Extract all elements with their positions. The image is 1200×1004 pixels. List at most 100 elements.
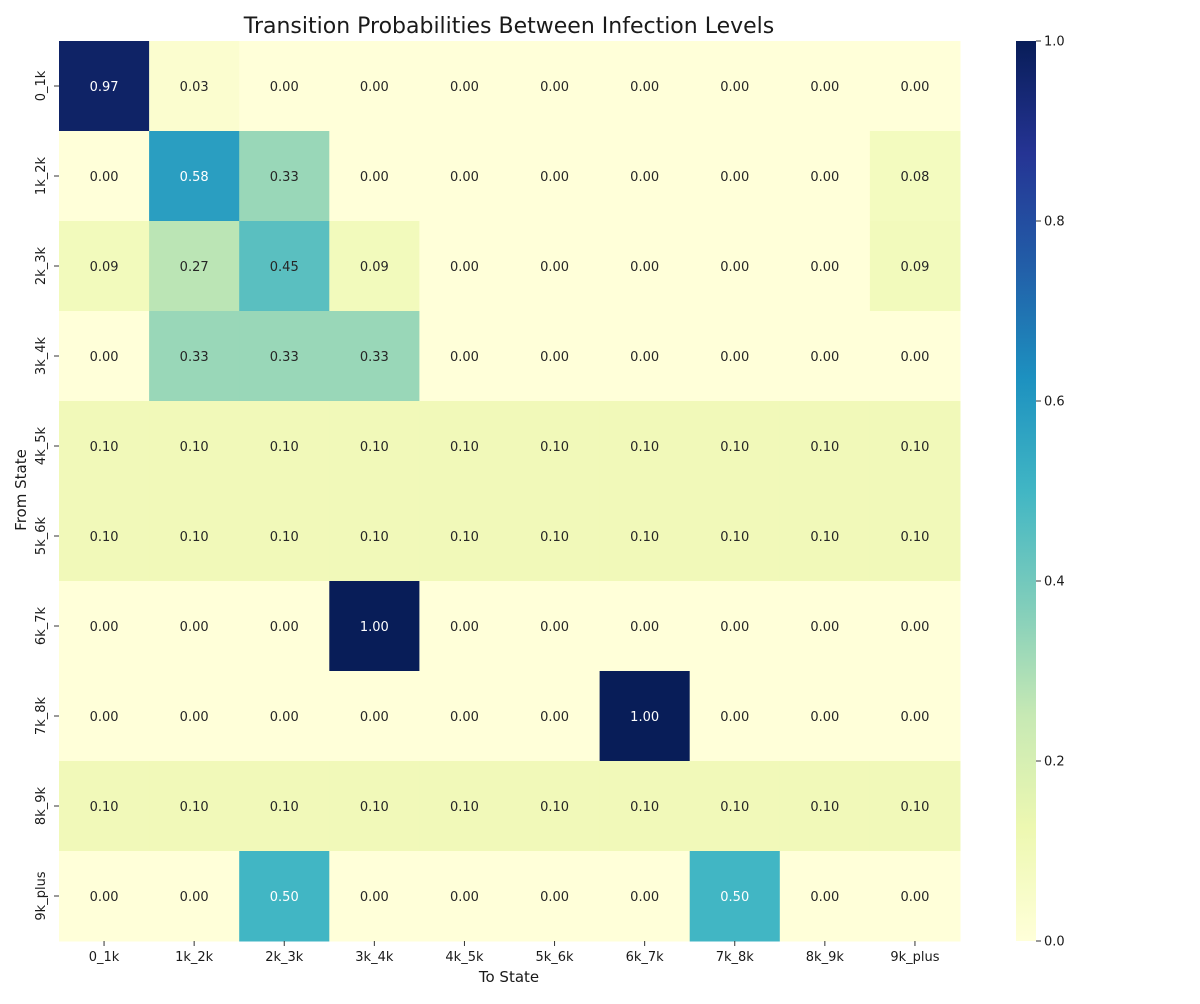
heatmap-cell [599,401,691,492]
cell-value-label: 0.00 [900,710,929,725]
cell-value-label: 0.00 [900,620,929,635]
cell-value-label: 0.33 [270,170,299,185]
x-tick-label: 2k_3k [265,950,304,965]
cell-value-label: 0.00 [90,710,119,725]
cell-value-label: 0.00 [720,620,749,635]
colorbar-gradient [1016,41,1036,941]
y-tick-label: 8k_9k [34,786,49,825]
heatmap-cell [599,761,691,852]
cell-value-label: 0.00 [360,80,389,95]
heatmap-cell [329,851,420,942]
cell-value-label: 0.00 [360,710,389,725]
x-tick-label: 8k_9k [806,950,845,965]
heatmap-cell [509,851,601,942]
x-axis-label: To State [478,968,539,986]
cell-value-label: 0.00 [450,260,479,275]
colorbar-tick-label: 1.0 [1044,35,1065,50]
cell-value-label: 0.00 [540,620,569,635]
y-tick-label: 1k_2k [34,156,49,195]
heatmap-cell [869,311,961,402]
y-tick-label: 5k_6k [34,516,49,555]
heatmap-cell [329,671,420,762]
cell-value-label: 0.00 [540,890,569,905]
cell-value-label: 0.10 [180,530,209,545]
heatmap-cell [599,131,691,222]
heatmap-cell [689,311,781,402]
heatmap-cell [509,41,601,132]
heatmap-cell [599,311,691,402]
heatmap-cell [869,401,961,492]
heatmap-cell [689,671,781,762]
heatmap-cell [869,851,961,942]
cell-value-label: 0.00 [450,710,479,725]
heatmap-cell [419,851,510,942]
cell-value-label: 0.00 [720,710,749,725]
y-tick-label: 6k_7k [34,606,49,645]
cell-value-label: 0.00 [90,350,119,365]
heatmap-cell [59,581,150,672]
heatmap-cell [419,41,510,132]
cell-value-label: 0.00 [630,890,659,905]
heatmap-cell [149,401,240,492]
heatmap-cell [239,41,330,132]
heatmap-cell [689,581,781,672]
cell-value-label: 0.10 [450,800,479,815]
heatmap-cell [779,401,871,492]
cell-value-label: 1.00 [360,620,389,635]
cell-value-label: 0.10 [630,530,659,545]
heatmap-cell [59,131,150,222]
heatmap-cell [239,581,330,672]
heatmap-cell [329,41,420,132]
colorbar-tick-label: 0.4 [1044,575,1065,590]
heatmap-cell [779,491,871,582]
heatmap-cell [239,311,330,402]
cell-value-label: 0.08 [900,170,929,185]
heatmap-cell [419,491,510,582]
cell-value-label: 0.10 [720,440,749,455]
cell-value-label: 0.10 [90,800,119,815]
heatmap-cell [779,851,871,942]
heatmap-cell [239,491,330,582]
heatmap-cell [599,851,691,942]
cell-value-label: 0.00 [450,890,479,905]
heatmap-cell [419,761,510,852]
cell-value-label: 0.00 [450,350,479,365]
cell-value-label: 0.00 [630,260,659,275]
heatmap-cell [59,221,150,312]
heatmap-cell [149,311,240,402]
heatmap-cell [509,581,601,672]
x-tick-label: 6k_7k [626,950,665,965]
x-tick-label: 9k_plus [890,950,939,965]
colorbar-tick-label: 0.2 [1044,755,1065,770]
cell-value-label: 0.10 [90,440,119,455]
heatmap-cell [689,851,781,942]
cell-value-label: 0.10 [540,800,569,815]
y-tick-label: 7k_8k [34,696,49,735]
cell-value-label: 0.10 [90,530,119,545]
heatmap-cell [419,581,510,672]
heatmap-cell [869,131,961,222]
heatmap-cell [509,401,601,492]
heatmap-cell [59,401,150,492]
cell-value-label: 0.10 [810,800,839,815]
cell-value-label: 0.10 [180,440,209,455]
cell-value-label: 0.00 [450,170,479,185]
cell-value-label: 0.00 [270,710,299,725]
heatmap-cell [599,221,691,312]
cell-value-label: 0.10 [270,530,299,545]
cell-value-label: 0.00 [900,890,929,905]
heatmap-cell [59,761,150,852]
cell-value-label: 0.00 [630,80,659,95]
cell-value-label: 0.09 [90,260,119,275]
cell-value-label: 0.10 [900,800,929,815]
cell-value-label: 0.00 [540,350,569,365]
cell-value-label: 0.10 [720,800,749,815]
cell-value-label: 0.00 [90,890,119,905]
heatmap-cell [419,131,510,222]
heatmap-cell [869,41,961,132]
x-tick-label: 1k_2k [175,950,214,965]
cell-value-label: 0.00 [450,80,479,95]
heatmap-cell [509,131,601,222]
heatmap-cell [599,581,691,672]
